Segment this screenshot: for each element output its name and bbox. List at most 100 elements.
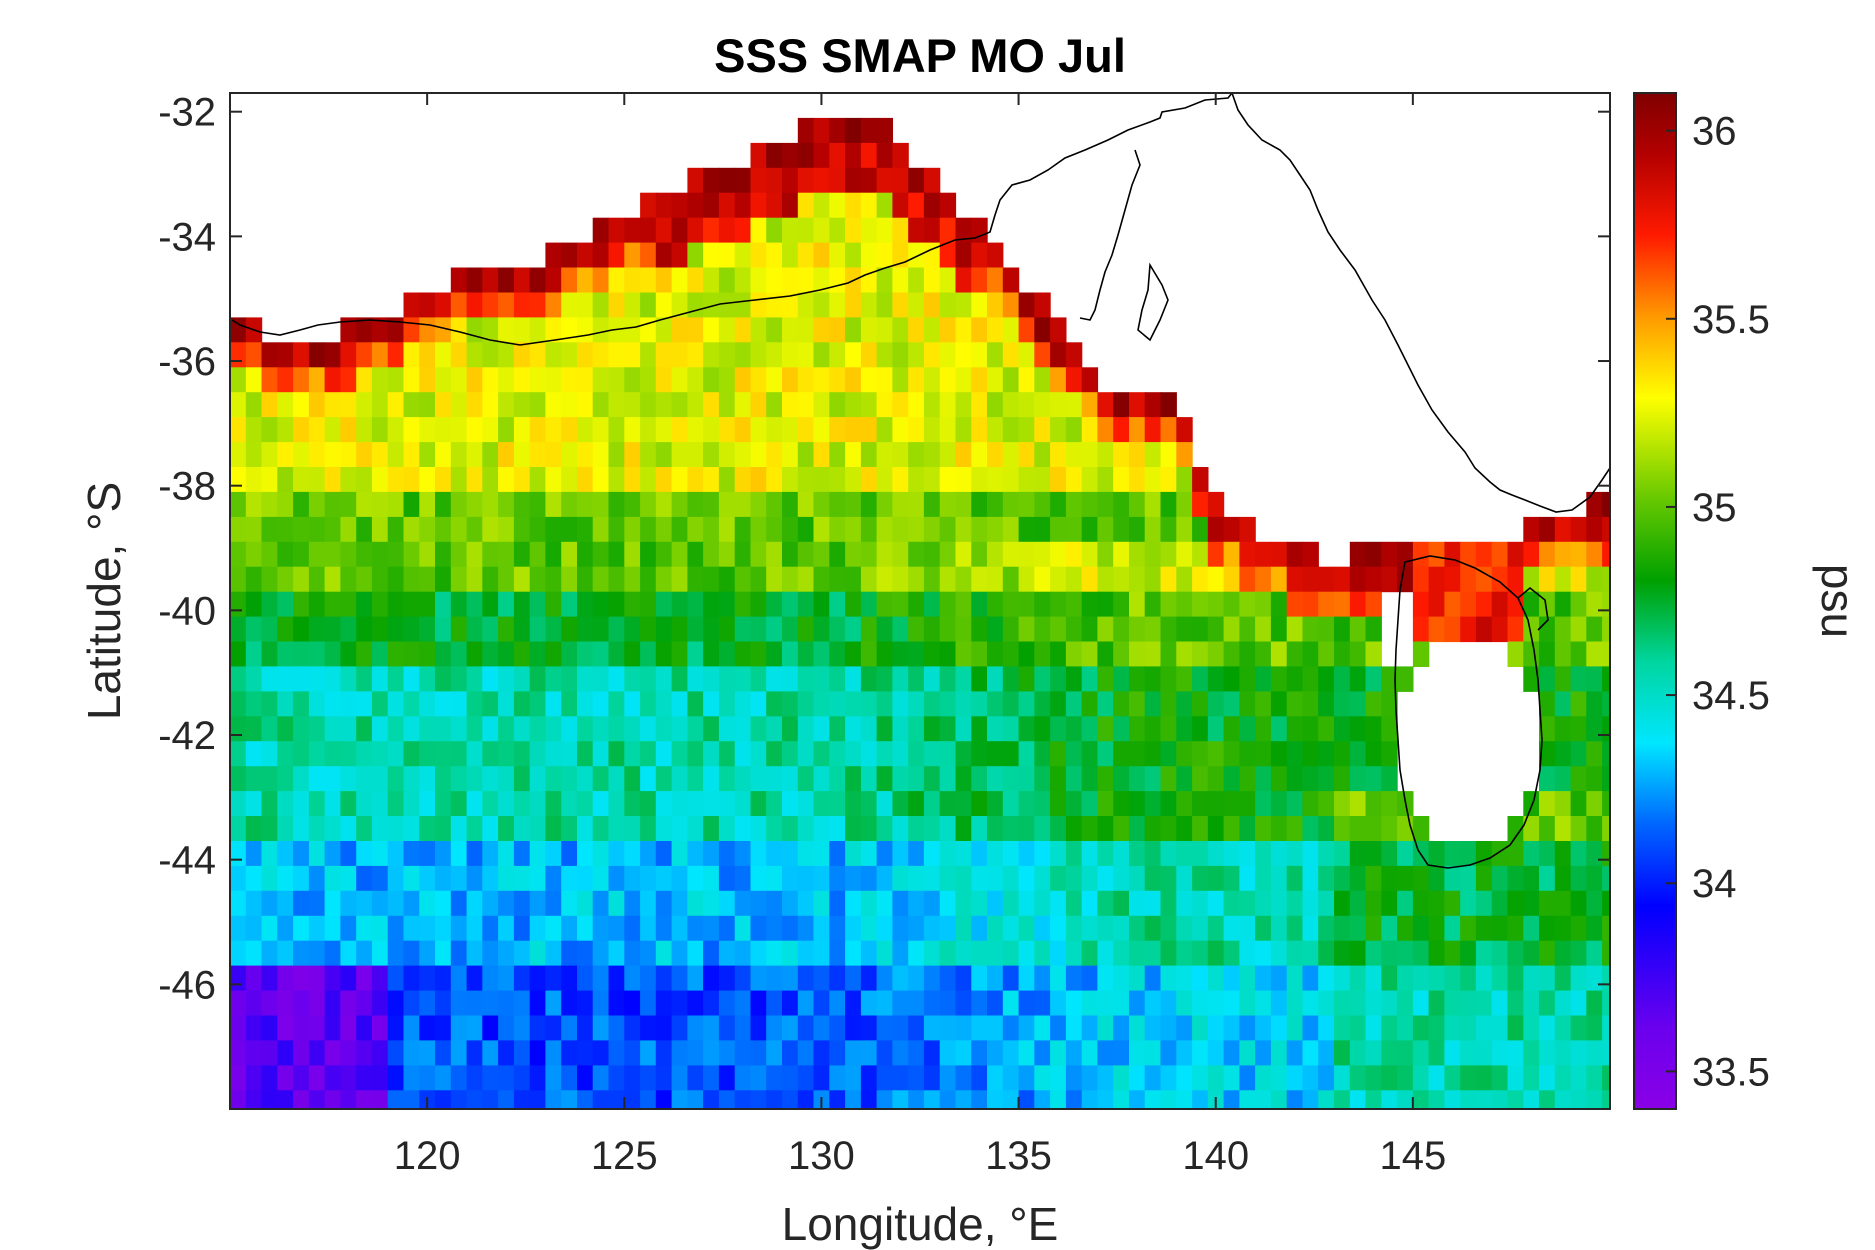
heatmap-cell bbox=[1050, 841, 1067, 867]
heatmap-cell bbox=[971, 691, 988, 717]
heatmap-cell bbox=[293, 766, 310, 792]
heatmap-cell bbox=[482, 841, 499, 867]
heatmap-cell bbox=[230, 541, 247, 568]
heatmap-cell bbox=[845, 816, 862, 842]
heatmap-cell bbox=[1554, 915, 1572, 942]
heatmap-cell bbox=[1444, 1090, 1461, 1109]
heatmap-cell bbox=[829, 167, 846, 194]
heatmap-cell bbox=[308, 1015, 326, 1041]
heatmap-cell bbox=[1097, 591, 1114, 618]
heatmap-cell bbox=[1570, 940, 1587, 967]
heatmap-cell bbox=[1129, 392, 1146, 418]
heatmap-cell bbox=[829, 1015, 846, 1041]
heatmap-cell bbox=[687, 741, 704, 767]
heatmap-cell bbox=[750, 1040, 767, 1066]
heatmap-cell bbox=[1034, 965, 1051, 992]
heatmap-cell bbox=[1192, 1015, 1209, 1041]
heatmap-cell bbox=[1081, 741, 1099, 767]
heatmap-cell bbox=[245, 566, 263, 593]
heatmap-cell bbox=[1160, 467, 1177, 493]
heatmap-cell bbox=[1113, 816, 1130, 842]
heatmap-cell bbox=[797, 616, 815, 643]
heatmap-cell bbox=[1523, 516, 1540, 543]
heatmap-cell bbox=[750, 467, 767, 493]
heatmap-cell bbox=[1239, 890, 1256, 917]
heatmap-cell bbox=[466, 616, 483, 643]
heatmap-cell bbox=[1207, 616, 1225, 643]
heatmap-cell bbox=[655, 491, 673, 518]
heatmap-cell bbox=[1602, 566, 1610, 593]
heatmap-cell bbox=[1460, 1090, 1477, 1109]
heatmap-cell bbox=[1018, 417, 1035, 443]
heatmap-cell bbox=[1444, 1065, 1461, 1091]
heatmap-cell bbox=[293, 741, 310, 767]
heatmap-cell bbox=[1223, 940, 1240, 967]
heatmap-cell bbox=[813, 841, 830, 867]
heatmap-cell bbox=[687, 342, 704, 368]
heatmap-cell bbox=[955, 965, 972, 992]
heatmap-cell bbox=[498, 417, 515, 443]
heatmap-cell bbox=[829, 117, 846, 144]
heatmap-cell bbox=[498, 591, 515, 618]
heatmap-cell bbox=[1318, 741, 1335, 767]
heatmap-cell bbox=[813, 541, 830, 568]
heatmap-cell bbox=[971, 317, 988, 343]
heatmap-cell bbox=[293, 591, 310, 618]
heatmap-cell bbox=[1381, 965, 1398, 992]
heatmap-cell bbox=[987, 292, 1004, 318]
heatmap-cell bbox=[529, 566, 547, 593]
heatmap-cell bbox=[466, 1090, 483, 1109]
heatmap-cell bbox=[797, 591, 815, 618]
heatmap-cell bbox=[261, 541, 278, 568]
heatmap-cell bbox=[1144, 716, 1162, 742]
heatmap-cell bbox=[829, 192, 846, 219]
heatmap-cell bbox=[561, 342, 578, 368]
heatmap-cell bbox=[766, 317, 783, 343]
heatmap-cell bbox=[403, 342, 420, 368]
heatmap-cell bbox=[971, 541, 988, 568]
heatmap-cell bbox=[1002, 342, 1020, 368]
heatmap-cell bbox=[829, 716, 846, 742]
heatmap-cell bbox=[1602, 516, 1610, 543]
heatmap-cell bbox=[1018, 1090, 1035, 1109]
heatmap-cell bbox=[450, 392, 468, 418]
heatmap-cell bbox=[1176, 516, 1193, 543]
heatmap-cell bbox=[592, 342, 610, 368]
heatmap-cell bbox=[876, 267, 893, 293]
heatmap-cell bbox=[845, 117, 862, 144]
heatmap-cell bbox=[1050, 442, 1067, 468]
heatmap-cell bbox=[356, 417, 373, 443]
heatmap-cell bbox=[324, 591, 341, 618]
heatmap-cell bbox=[624, 890, 641, 917]
heatmap-cell bbox=[1113, 1065, 1130, 1091]
heatmap-cell bbox=[1207, 1040, 1225, 1066]
heatmap-cell bbox=[529, 292, 547, 318]
heatmap-cell bbox=[482, 591, 499, 618]
heatmap-cell bbox=[1444, 841, 1461, 867]
heatmap-cell bbox=[876, 117, 893, 144]
heatmap-cell bbox=[876, 417, 893, 443]
heatmap-cell bbox=[1207, 766, 1225, 792]
heatmap-cell bbox=[387, 516, 405, 543]
heatmap-cell bbox=[860, 990, 878, 1017]
heatmap-cell bbox=[1144, 890, 1162, 917]
heatmap-cell bbox=[1523, 990, 1540, 1017]
heatmap-cell bbox=[876, 890, 893, 917]
heatmap-cell bbox=[1018, 816, 1035, 842]
heatmap-cell bbox=[340, 442, 357, 468]
heatmap-cell bbox=[277, 1040, 294, 1066]
heatmap-cell bbox=[261, 816, 278, 842]
heatmap-cell bbox=[387, 691, 405, 717]
heatmap-cell bbox=[703, 541, 720, 568]
heatmap-cell bbox=[513, 890, 531, 917]
colorbar-tick-label: 33.5 bbox=[1692, 1050, 1770, 1094]
heatmap-cell bbox=[513, 741, 531, 767]
heatmap-cell bbox=[1365, 1040, 1382, 1066]
heatmap-cell bbox=[860, 317, 878, 343]
heatmap-cell bbox=[1129, 940, 1146, 967]
heatmap-cell bbox=[1523, 816, 1540, 842]
heatmap-cell bbox=[923, 192, 941, 219]
heatmap-cell bbox=[245, 791, 263, 817]
heatmap-cell bbox=[955, 791, 972, 817]
heatmap-cell bbox=[1239, 516, 1256, 543]
